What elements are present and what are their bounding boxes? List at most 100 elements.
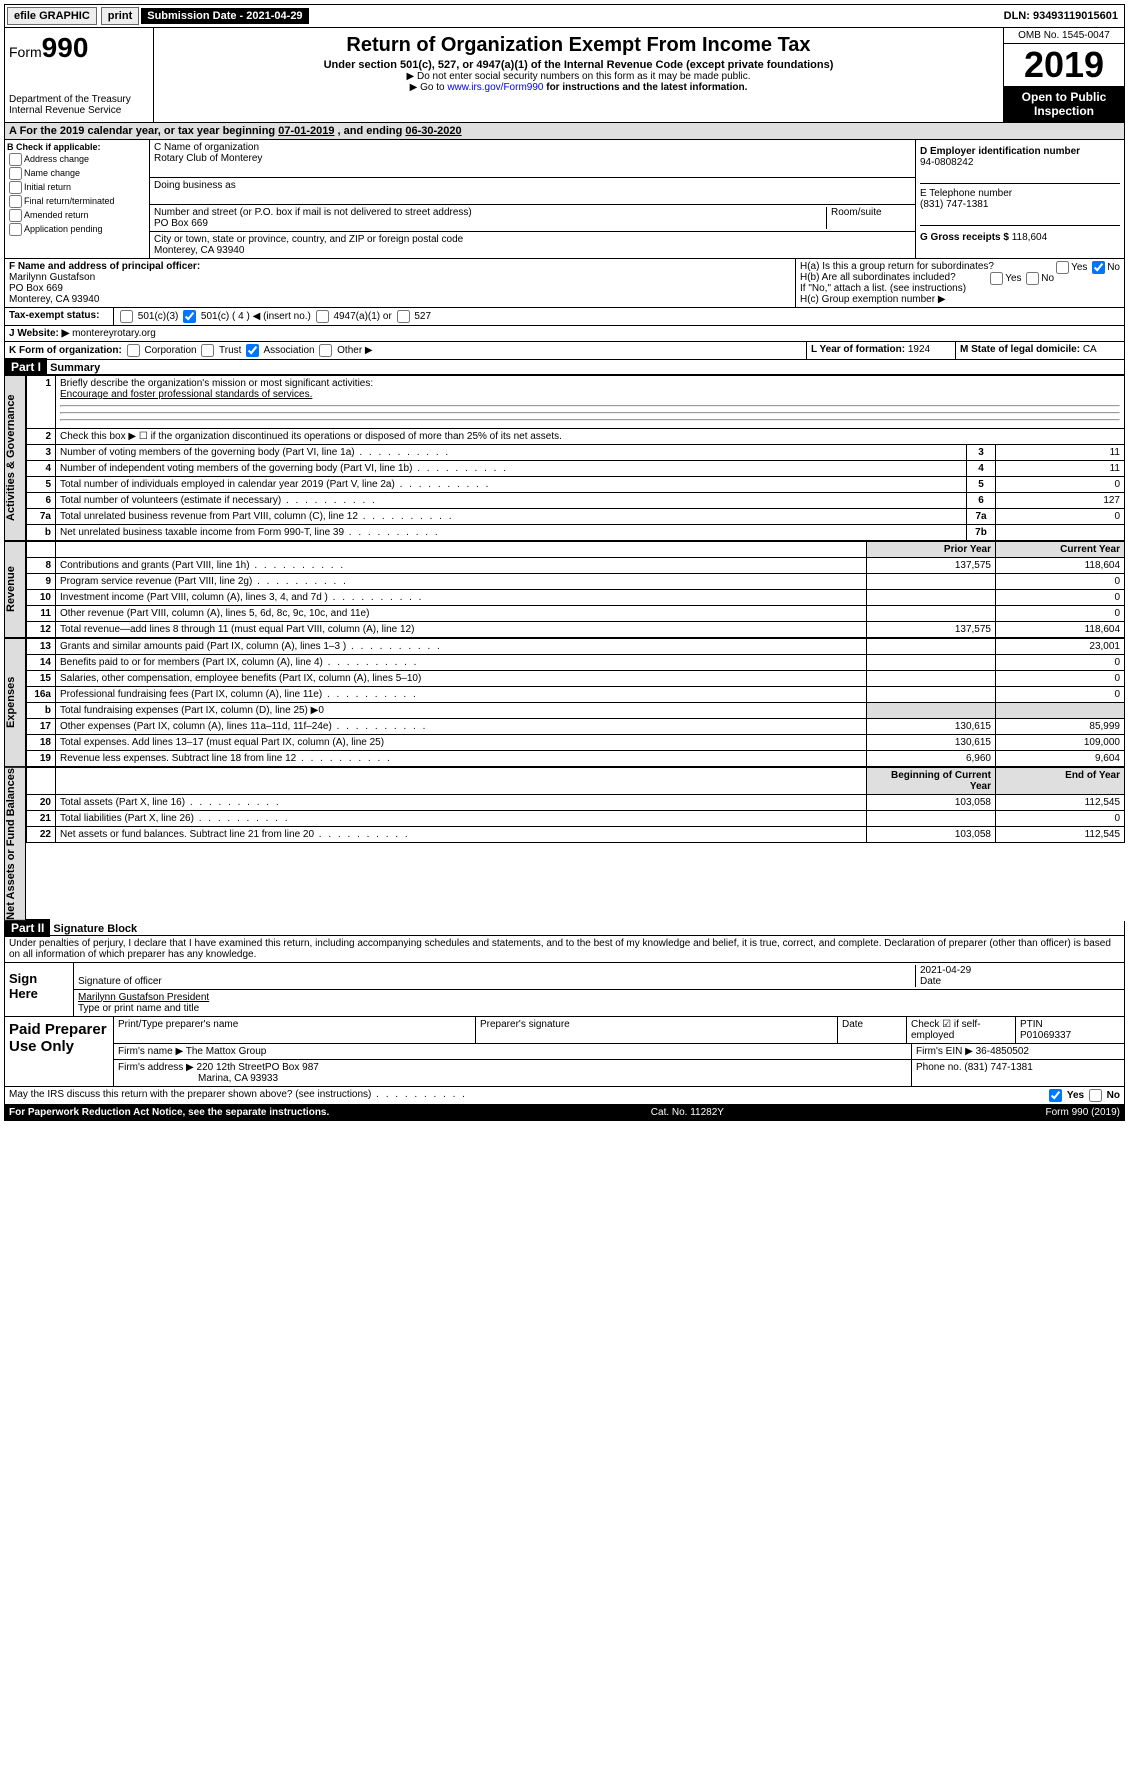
topbar: efile GRAPHIC print Submission Date - 20…	[4, 4, 1125, 28]
row-10: 10Investment income (Part VIII, column (…	[27, 590, 1125, 606]
discuss-yes[interactable]	[1049, 1089, 1062, 1102]
submission-date: Submission Date - 2021-04-29	[141, 8, 308, 24]
check-amended[interactable]: Amended return	[7, 209, 147, 222]
check-final[interactable]: Final return/terminated	[7, 195, 147, 208]
org-address: PO Box 669	[154, 218, 208, 229]
note-link: ▶ Go to www.irs.gov/Form990 for instruct…	[158, 82, 999, 93]
col-deg: D Employer identification number94-08082…	[916, 140, 1124, 258]
firm-phone: (831) 747-1381	[964, 1062, 1032, 1073]
side-expenses: Expenses	[4, 638, 26, 767]
side-revenue: Revenue	[4, 541, 26, 638]
section-bcd: B Check if applicable: Address change Na…	[4, 140, 1125, 259]
firm-name: The Mattox Group	[186, 1046, 267, 1057]
form-title: Return of Organization Exempt From Incom…	[158, 34, 999, 57]
k-trust[interactable]	[201, 344, 214, 357]
row-13: 13Grants and similar amounts paid (Part …	[27, 639, 1125, 655]
tax-year: 2019	[1004, 44, 1124, 86]
officer-name: Marilynn Gustafson	[9, 272, 95, 283]
officer-printed: Marilynn Gustafson President	[78, 992, 209, 1003]
declaration: Under penalties of perjury, I declare th…	[4, 936, 1125, 963]
line-i: Tax-exempt status: 501(c)(3) 501(c) ( 4 …	[4, 308, 1125, 326]
row-12: 12Total revenue—add lines 8 through 11 (…	[27, 622, 1125, 638]
form-header: Form990 Department of the Treasury Inter…	[4, 28, 1125, 123]
officer-city: Monterey, CA 93940	[9, 294, 99, 305]
form-subtitle: Under section 501(c), 527, or 4947(a)(1)…	[158, 59, 999, 71]
side-governance: Activities & Governance	[4, 375, 26, 541]
row-19: 19Revenue less expenses. Subtract line 1…	[27, 751, 1125, 767]
part1-header: Part I Summary	[4, 360, 1125, 375]
row-16b: bTotal fundraising expenses (Part IX, co…	[27, 703, 1125, 719]
ha-no[interactable]	[1092, 261, 1105, 274]
row-5: 5Total number of individuals employed in…	[27, 477, 1125, 493]
hb-yes[interactable]	[990, 272, 1003, 285]
note-ssn: ▶ Do not enter social security numbers o…	[158, 71, 999, 82]
dept-label: Department of the Treasury Internal Reve…	[9, 94, 149, 116]
section-fh: F Name and address of principal officer:…	[4, 259, 1125, 308]
row-7b: bNet unrelated business taxable income f…	[27, 525, 1125, 541]
discuss-no[interactable]	[1089, 1089, 1102, 1102]
state-domicile: CA	[1083, 344, 1097, 355]
firm-ein: 36-4850502	[976, 1046, 1029, 1057]
dln: DLN: 93493119015601	[998, 8, 1124, 24]
paid-preparer: Paid Preparer Use Only Print/Type prepar…	[4, 1017, 1125, 1087]
ha-yes[interactable]	[1056, 261, 1069, 274]
form-number: Form990	[9, 32, 149, 64]
check-name[interactable]: Name change	[7, 167, 147, 180]
check-initial[interactable]: Initial return	[7, 181, 147, 194]
col-c: C Name of organizationRotary Club of Mon…	[150, 140, 916, 258]
i-501c3[interactable]	[120, 310, 133, 323]
row-21: 21Total liabilities (Part X, line 26)0	[27, 811, 1125, 827]
line-klm: K Form of organization: Corporation Trus…	[4, 342, 1125, 360]
check-address[interactable]: Address change	[7, 153, 147, 166]
website: montereyrotary.org	[69, 328, 156, 339]
officer-addr: PO Box 669	[9, 283, 63, 294]
row-20: 20Total assets (Part X, line 16)103,0581…	[27, 795, 1125, 811]
row-22: 22Net assets or fund balances. Subtract …	[27, 827, 1125, 843]
discuss-row: May the IRS discuss this return with the…	[4, 1087, 1125, 1105]
line-j: J Website: ▶ montereyrotary.org	[4, 326, 1125, 342]
page-footer: For Paperwork Reduction Act Notice, see …	[4, 1105, 1125, 1121]
section-h: H(a) Is this a group return for subordin…	[796, 259, 1124, 307]
mission: Encourage and foster professional standa…	[60, 389, 312, 400]
i-501c[interactable]	[183, 310, 196, 323]
part2-header: Part II Signature Block	[4, 921, 1125, 936]
phone: (831) 747-1381	[920, 199, 988, 210]
i-4947[interactable]	[316, 310, 329, 323]
omb-number: OMB No. 1545-0047	[1004, 28, 1124, 44]
row-8: 8Contributions and grants (Part VIII, li…	[27, 558, 1125, 574]
hb-no[interactable]	[1026, 272, 1039, 285]
col-b: B Check if applicable: Address change Na…	[5, 140, 150, 258]
row-14: 14Benefits paid to or for members (Part …	[27, 655, 1125, 671]
line-a: A For the 2019 calendar year, or tax yea…	[4, 123, 1125, 140]
efile-button[interactable]: efile GRAPHIC	[7, 7, 97, 25]
row-17: 17Other expenses (Part IX, column (A), l…	[27, 719, 1125, 735]
open-to-public: Open to Public Inspection	[1004, 86, 1124, 122]
org-city: Monterey, CA 93940	[154, 245, 244, 256]
row-6: 6Total number of volunteers (estimate if…	[27, 493, 1125, 509]
row-18: 18Total expenses. Add lines 13–17 (must …	[27, 735, 1125, 751]
year-formation: 1924	[908, 344, 930, 355]
print-button[interactable]: print	[101, 7, 139, 25]
gross-receipts: 118,604	[1012, 232, 1047, 243]
irs-link[interactable]: www.irs.gov/Form990	[447, 82, 543, 93]
side-netassets: Net Assets or Fund Balances	[4, 767, 26, 921]
org-name: Rotary Club of Monterey	[154, 153, 262, 164]
row-7a: 7aTotal unrelated business revenue from …	[27, 509, 1125, 525]
sign-here: Sign Here Signature of officer2021-04-29…	[4, 963, 1125, 1017]
k-other[interactable]	[319, 344, 332, 357]
row-15: 15Salaries, other compensation, employee…	[27, 671, 1125, 687]
i-527[interactable]	[397, 310, 410, 323]
firm-city: Marina, CA 93933	[198, 1073, 278, 1084]
row-9: 9Program service revenue (Part VIII, lin…	[27, 574, 1125, 590]
ein: 94-0808242	[920, 157, 973, 168]
row-4: 4Number of independent voting members of…	[27, 461, 1125, 477]
ptin: P01069337	[1020, 1030, 1071, 1041]
k-corp[interactable]	[127, 344, 140, 357]
row-16a: 16aProfessional fundraising fees (Part I…	[27, 687, 1125, 703]
firm-addr: 220 12th StreetPO Box 987	[197, 1062, 319, 1073]
row-3: 3Number of voting members of the governi…	[27, 445, 1125, 461]
check-pending[interactable]: Application pending	[7, 223, 147, 236]
sig-date: 2021-04-29	[920, 965, 971, 976]
k-assoc[interactable]	[246, 344, 259, 357]
row-11: 11Other revenue (Part VIII, column (A), …	[27, 606, 1125, 622]
